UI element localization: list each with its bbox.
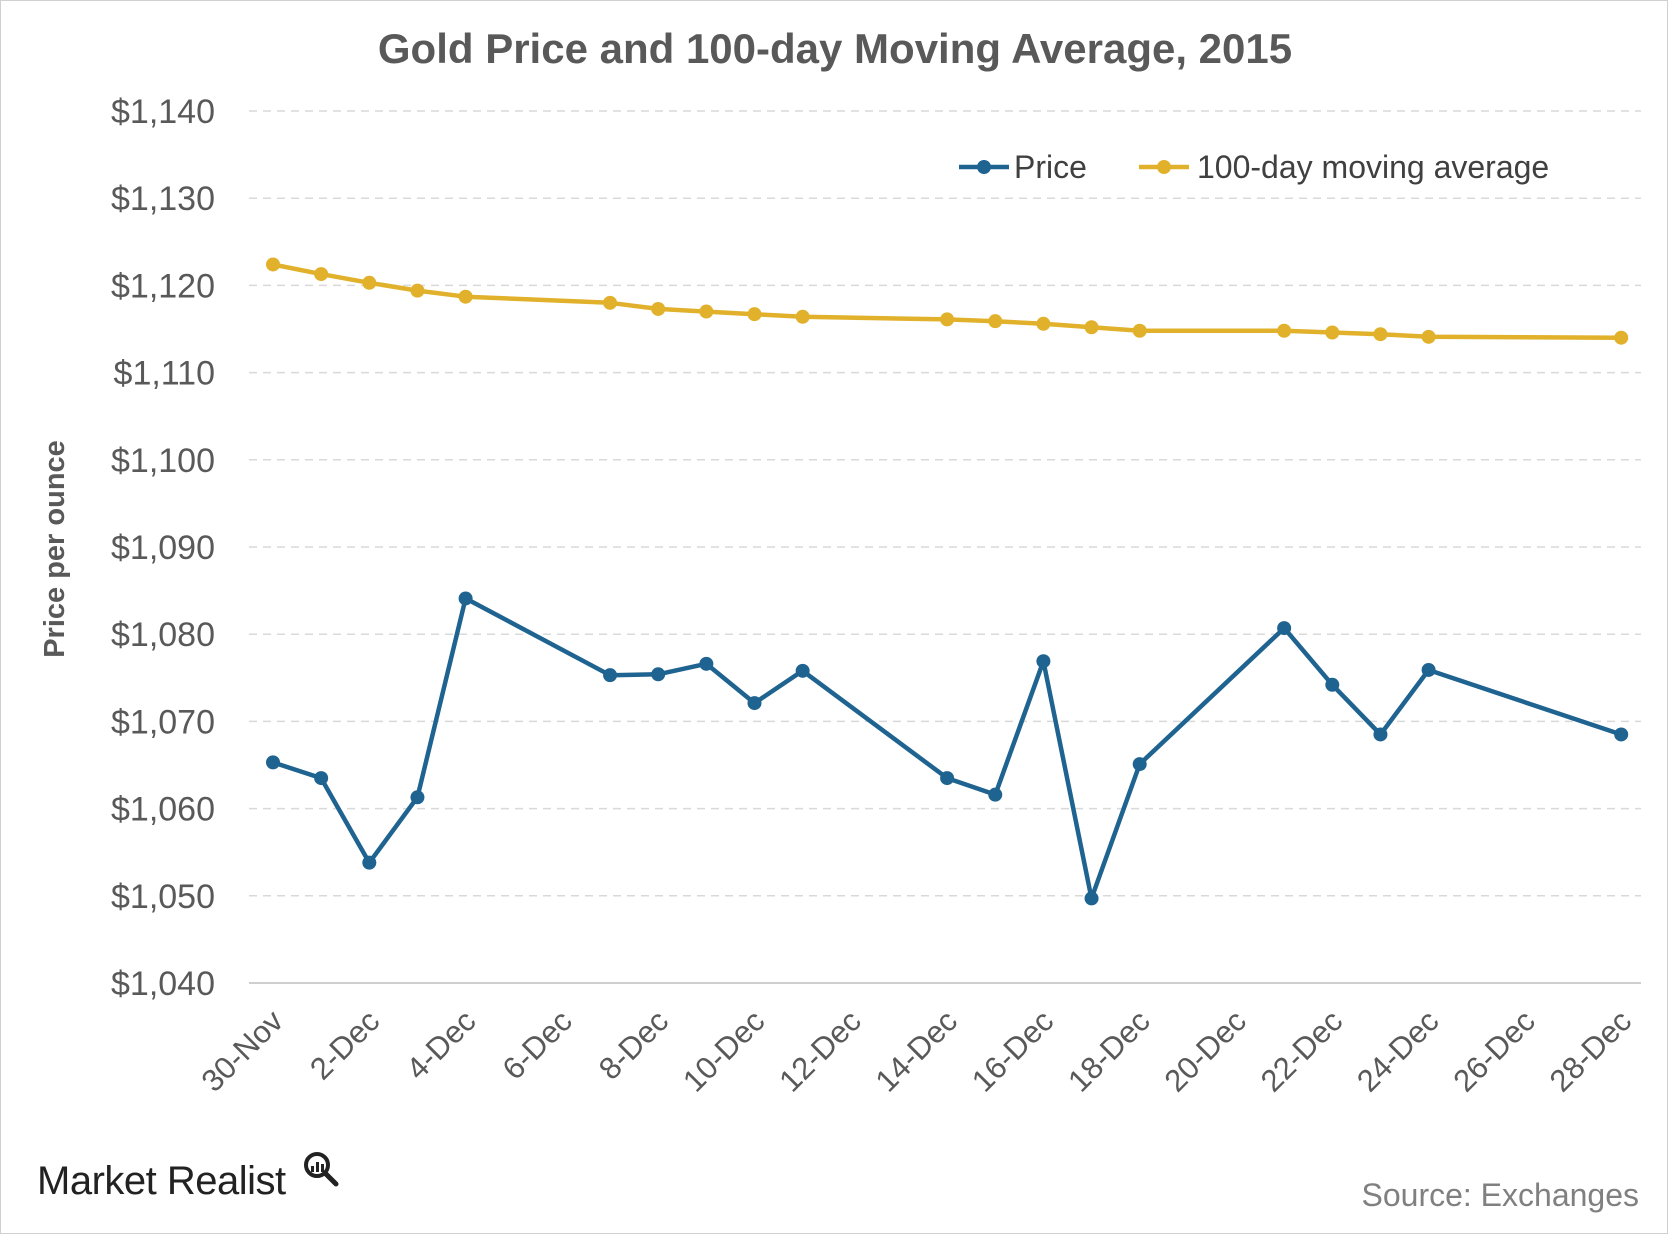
x-axis-ticks: 30-Nov 2-Dec 4-Dec 6-Dec 8-Dec 10-Dec 12-Dec 14… [195,1003,1639,1099]
data-point [314,267,329,282]
data-point [1614,330,1629,345]
x-tick-label: 18-Dec [1061,1003,1156,1098]
brand-logo-text: Market Realist [37,1159,286,1203]
y-tick-label: $1,090 [111,529,215,567]
data-point [1373,727,1388,742]
x-tick-label: 24-Dec [1350,1003,1445,1098]
y-axis-ticks: $1,040 $1,050 $1,060 $1,070 $1,080 $1,090 $1,1… [111,93,215,1003]
data-point [795,663,810,678]
x-tick-label: 22-Dec [1254,1003,1349,1098]
y-tick-label: $1,120 [111,267,215,305]
data-point [362,855,377,870]
data-point [458,591,473,606]
legend-label: Price [1014,149,1087,185]
data-point [747,307,762,322]
legend-marker [1157,160,1171,174]
data-point [1325,325,1340,340]
x-tick-label: 10-Dec [676,1003,771,1098]
chart-title: Gold Price and 100-day Moving Average, 2… [378,25,1292,72]
x-tick-label: 16-Dec [965,1003,1060,1098]
y-tick-label: $1,110 [114,355,215,393]
y-axis-label: Price per ounce [39,440,71,658]
series-line [272,596,1622,901]
legend-item: Price [959,149,1087,185]
x-tick-label: 4-Dec [399,1003,482,1086]
y-tick-label: $1,060 [111,791,215,829]
legend-label: 100-day moving average [1197,149,1549,185]
series-moving-average [266,257,1629,345]
data-point [1084,891,1099,906]
data-point [651,667,666,682]
data-point [603,668,618,683]
series-line [272,262,1622,340]
data-point [410,283,425,298]
data-point [747,696,762,711]
data-point [699,304,714,319]
series-lines [266,257,1629,906]
data-point [1421,662,1436,677]
data-point [458,289,473,304]
data-point [362,275,377,290]
x-tick-label: 20-Dec [1158,1003,1253,1098]
magnifier-chart-icon [304,1152,339,1187]
x-tick-label: 26-Dec [1446,1003,1541,1098]
data-point [988,314,1003,329]
series-price [266,591,1629,906]
data-point [988,787,1003,802]
y-tick-label: $1,050 [111,878,215,916]
x-tick-label: 6-Dec [496,1003,579,1086]
y-tick-label: $1,040 [111,965,215,1003]
data-point [940,312,955,327]
gridlines [249,110,1641,984]
data-point [410,790,425,805]
x-tick-label: 8-Dec [592,1003,675,1086]
data-point [1277,323,1292,338]
data-point [1132,323,1147,338]
data-point [699,656,714,671]
data-point [314,771,329,786]
y-tick-label: $1,080 [111,616,215,654]
data-point [603,295,618,310]
x-tick-label: 30-Nov [195,1003,291,1099]
data-point [1036,316,1051,331]
x-tick-label: 14-Dec [869,1003,964,1098]
data-point [651,301,666,316]
data-point [266,755,280,770]
data-point [1277,621,1292,636]
source-note: Source: Exchanges [1361,1177,1640,1213]
data-point [1373,327,1388,342]
data-point [940,771,955,786]
x-tick-label: 12-Dec [772,1003,867,1098]
legend: Price 100-day moving average [959,149,1549,185]
data-point [266,257,280,272]
data-point [1421,329,1436,344]
y-tick-label: $1,130 [111,180,215,218]
x-tick-label: 2-Dec [303,1003,386,1086]
data-point [1325,677,1340,692]
y-tick-label: $1,070 [111,703,215,741]
data-point [1614,727,1629,742]
y-tick-label: $1,140 [111,93,215,131]
data-point [1036,654,1051,669]
data-point [1132,757,1147,772]
legend-marker [977,160,991,174]
legend-item: 100-day moving average [1139,149,1549,185]
data-point [1084,320,1099,335]
y-tick-label: $1,100 [111,442,215,480]
data-point [795,309,810,324]
x-tick-label: 28-Dec [1543,1003,1638,1098]
